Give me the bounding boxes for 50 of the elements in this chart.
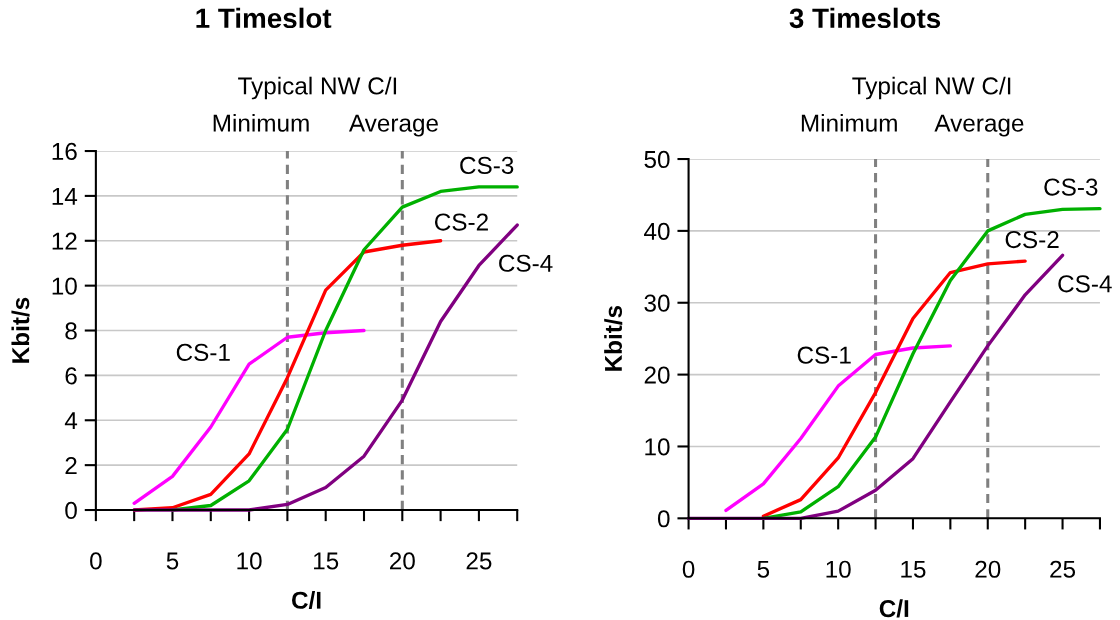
y-tick-label: 20 [644, 366, 670, 384]
text: Typical NW C/I [238, 76, 397, 100]
y-tick-label: 12 [52, 232, 77, 250]
x-tick-label: 20 [390, 552, 415, 570]
series-label: CS-4 [1058, 275, 1112, 293]
chart-title: 1 Timeslot [196, 7, 332, 29]
y-axis-title: Kbit/s [604, 305, 623, 371]
x-tick-label: 5 [166, 552, 179, 570]
y-tick-label: 50 [644, 150, 670, 169]
line-series [132, 328, 366, 505]
line-series [724, 344, 953, 513]
x-tick-label: 0 [90, 552, 102, 570]
line-series [761, 259, 1027, 518]
y-tick-label: 10 [645, 438, 670, 456]
y-tick-label: 8 [65, 322, 77, 340]
x-tick-label: 10 [826, 560, 851, 578]
ref-line-label: Minimum [801, 113, 897, 132]
x-tick-label: 20 [975, 560, 1001, 578]
series-label: CS-1 [176, 343, 230, 361]
x-tick-label: 15 [314, 552, 339, 570]
ref-line-label: Average [348, 114, 438, 137]
y-tick-label: 2 [65, 456, 77, 474]
x-tick-label: 15 [901, 560, 926, 578]
y-tick-label: 6 [65, 367, 77, 385]
y-tick-label: 40 [644, 222, 670, 240]
y-tick-label: 0 [657, 510, 670, 528]
x-axis-title: C/I [879, 599, 909, 618]
x-tick-label: 5 [757, 560, 770, 578]
x-tick-label: 25 [466, 552, 492, 570]
y-axis-title: Kbit/s [11, 297, 30, 363]
y-tick-label: 4 [64, 412, 78, 430]
text: Typical NW C/I [852, 76, 1011, 100]
series-label: CS-4 [499, 254, 553, 272]
x-tick-label: 10 [237, 552, 262, 570]
series-label: CS-1 [797, 346, 851, 364]
y-tick-label: 30 [644, 294, 670, 312]
series-label: CS-3 [460, 156, 514, 175]
ref-line-label: Minimum [213, 113, 309, 132]
y-tick-label: 14 [52, 187, 78, 205]
x-axis-title: C/I [292, 591, 321, 610]
series-label: CS-3 [1044, 178, 1098, 196]
x-tick-label: 25 [1050, 560, 1076, 578]
y-tick-label: 10 [52, 277, 77, 295]
chart-title: 3 Timeslots [789, 7, 941, 29]
y-tick-label: 0 [65, 501, 77, 520]
series-label: CS-2 [1005, 230, 1059, 249]
x-tick-label: 0 [682, 560, 695, 578]
y-tick-label: 16 [52, 142, 77, 161]
ref-line-label: Average [934, 114, 1024, 137]
series-label: CS-2 [434, 213, 488, 231]
